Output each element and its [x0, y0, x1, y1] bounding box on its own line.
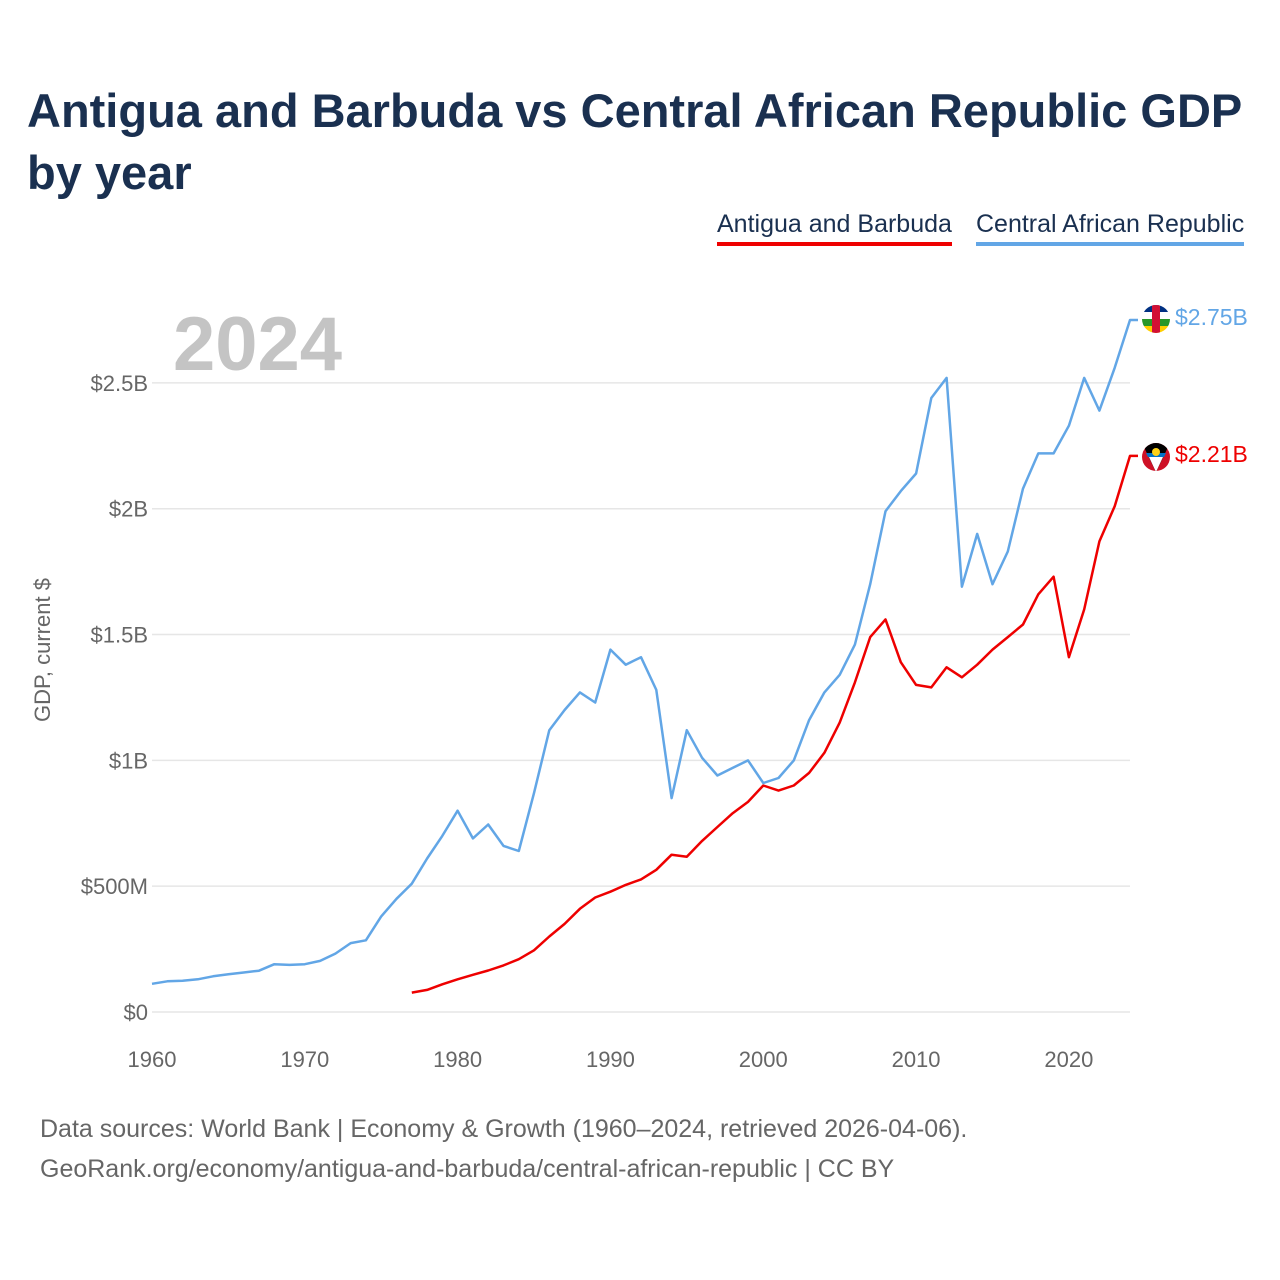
x-tick-label: 1980 [433, 1047, 482, 1072]
x-tick-label: 2010 [892, 1047, 941, 1072]
x-tick-label: 1990 [586, 1047, 635, 1072]
y-axis-ticks: $0 $500M $1B $1.5B $2B $2.5B [81, 371, 148, 1025]
line-chart: 2024 $0 $500M $1B $1.5B $2B $2.5B 1960 1970 198… [30, 302, 1248, 1072]
x-tick-label: 1960 [128, 1047, 177, 1072]
x-axis-ticks: 1960 1970 1980 1990 2000 2010 2020 [128, 1047, 1094, 1072]
antigua-and-barbuda-flag-icon [1142, 443, 1170, 471]
legend-item-central-african-republic[interactable]: Central African Republic [976, 210, 1245, 246]
series-line-antigua-and-barbuda[interactable] [411, 454, 1138, 994]
end-value-label-antigua-and-barbuda: $2.21B [1175, 441, 1248, 467]
footer-attribution[interactable]: GeoRank.org/economy/antigua-and-barbuda/… [40, 1155, 895, 1183]
central-african-republic-flag-icon [1142, 305, 1170, 333]
end-value-label-central-african-republic: $2.75B [1175, 304, 1248, 330]
series-line-central-african-republic[interactable] [151, 318, 1138, 986]
y-tick-label: $2.5B [91, 371, 149, 396]
x-tick-label: 2020 [1044, 1047, 1093, 1072]
x-tick-label: 1970 [280, 1047, 329, 1072]
chart-title: Antigua and Barbuda vs Central African R… [27, 84, 1242, 199]
y-tick-label: $0 [124, 1000, 148, 1025]
year-watermark: 2024 [173, 302, 342, 387]
legend-item-antigua-and-barbuda[interactable]: Antigua and Barbuda [717, 210, 952, 246]
y-tick-label: $500M [81, 874, 148, 899]
y-axis-label: GDP, current $ [30, 578, 55, 722]
footer-sources: Data sources: World Bank | Economy & Gro… [40, 1115, 968, 1143]
y-tick-label: $1.5B [91, 623, 149, 648]
x-tick-label: 2000 [739, 1047, 788, 1072]
y-tick-label: $1B [109, 748, 148, 773]
grid-lines [152, 382, 1130, 1013]
series-lines [151, 318, 1138, 994]
y-tick-label: $2B [109, 497, 148, 522]
